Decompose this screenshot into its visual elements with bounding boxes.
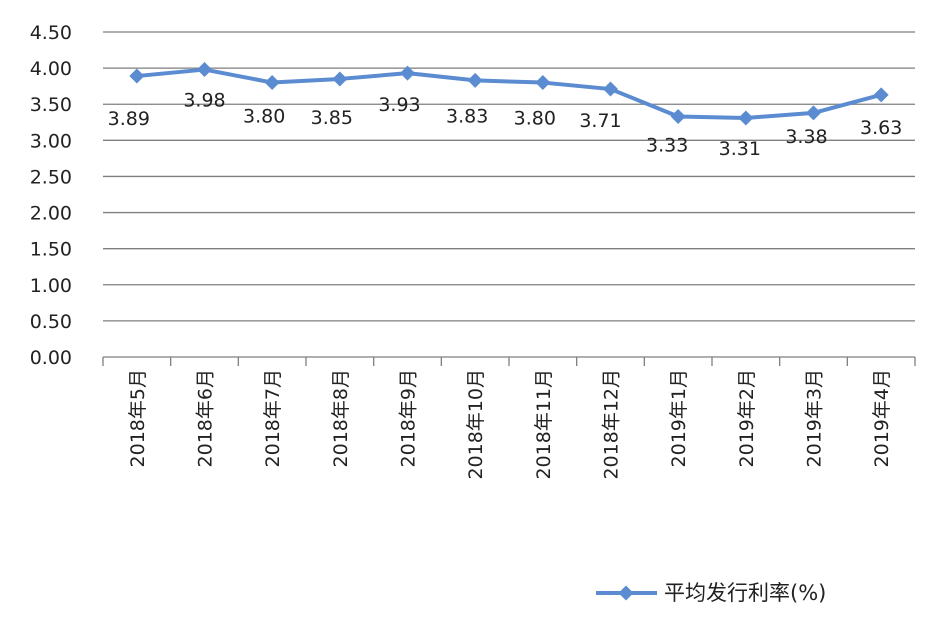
x-tick-label: 2018年10月 <box>465 369 487 480</box>
y-tick-label: 4.50 <box>30 22 72 44</box>
y-tick-label: 3.50 <box>30 94 72 116</box>
series-line-path <box>136 67 882 120</box>
x-tick-label: 2019年4月 <box>871 369 893 467</box>
x-tick-label: 2019年3月 <box>804 369 826 467</box>
data-point <box>806 105 821 121</box>
legend: 平均发行利率(%) <box>596 581 826 605</box>
data-point <box>535 75 551 91</box>
series-line <box>129 62 889 126</box>
y-tick-label: 0.50 <box>30 311 72 333</box>
data-point <box>332 71 348 87</box>
data-point <box>467 72 483 88</box>
y-tick-label: 1.50 <box>30 239 72 261</box>
data-point <box>400 65 415 81</box>
data-label: 3.38 <box>785 126 827 148</box>
y-tick-label: 2.00 <box>30 203 72 225</box>
x-tick-label: 2018年11月 <box>533 369 555 480</box>
data-label: 3.63 <box>860 117 902 139</box>
data-labels: 3.89 3.98 3.80 3.85 3.93 3.83 3.80 3.71 3.33 3.31… <box>108 90 903 160</box>
data-label: 3.33 <box>646 135 688 157</box>
x-tick-label: 2018年12月 <box>601 369 623 480</box>
y-tick-label: 0.00 <box>30 347 72 369</box>
x-tick-label: 2018年5月 <box>127 369 149 467</box>
y-tick-label: 1.00 <box>30 275 72 297</box>
y-tick-label: 2.50 <box>30 166 72 188</box>
x-tick-label: 2018年6月 <box>195 369 217 467</box>
y-tick-label: 4.00 <box>30 58 72 80</box>
data-point <box>670 109 686 124</box>
legend-label: 平均发行利率(%) <box>664 581 826 605</box>
x-tick-label: 2018年9月 <box>398 369 420 467</box>
data-label: 3.85 <box>311 107 353 129</box>
data-point <box>603 81 618 97</box>
data-point <box>738 110 754 126</box>
y-axis-ticks: 0.00 0.50 1.00 1.50 2.00 2.50 3.00 3.50 4.00 4.50 <box>30 22 72 369</box>
legend-marker <box>618 585 634 601</box>
x-tick-label: 2019年2月 <box>736 369 758 467</box>
x-axis-ticks: 2018年5月 2018年6月 2018年7月 2018年8月 2018年9月 2018年… <box>127 369 893 480</box>
data-label: 3.89 <box>108 108 150 130</box>
y-tick-label: 3.00 <box>30 130 72 152</box>
data-point <box>197 62 212 78</box>
data-label: 3.83 <box>446 105 488 127</box>
data-label: 3.80 <box>243 106 285 128</box>
data-label: 3.31 <box>719 138 761 160</box>
data-label: 3.93 <box>378 94 420 116</box>
data-point <box>264 75 280 91</box>
x-tick-label: 2018年7月 <box>262 369 284 467</box>
data-point <box>129 68 145 84</box>
data-label: 3.98 <box>183 90 225 112</box>
data-point <box>873 87 889 103</box>
x-axis <box>102 356 916 366</box>
data-label: 3.71 <box>579 110 621 132</box>
gridlines <box>103 31 915 322</box>
data-label: 3.80 <box>514 108 556 130</box>
x-tick-label: 2019年1月 <box>668 369 690 467</box>
x-tick-label: 2018年8月 <box>330 369 352 467</box>
